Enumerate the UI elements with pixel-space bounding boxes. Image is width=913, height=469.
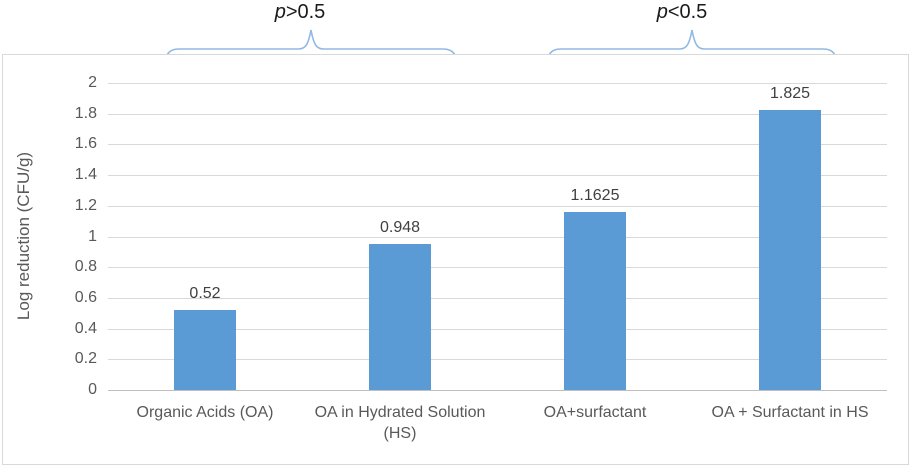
category-label: OA in Hydrated Solution (HS) <box>314 404 486 442</box>
y-tick-label: 0.6 <box>74 289 97 306</box>
p-italic: p <box>274 1 286 23</box>
y-tick-label: 1.4 <box>74 166 97 183</box>
bar-2 <box>369 244 431 390</box>
gridline <box>108 329 887 330</box>
bar-3 <box>564 212 626 390</box>
y-tick-label: 1.2 <box>74 197 97 214</box>
y-tick-label: 0.8 <box>74 258 97 275</box>
p-value-annotation-left: p>0.5 <box>274 1 326 23</box>
p-italic: p <box>656 1 668 23</box>
gridline <box>108 359 887 360</box>
x-axis-line <box>108 390 887 391</box>
y-tick-label: 0 <box>88 381 97 398</box>
gridline <box>108 298 887 299</box>
category-label: OA+surfactant <box>543 404 647 421</box>
gridline <box>108 144 887 145</box>
gridline <box>108 206 887 207</box>
significance-bracket-left <box>164 29 458 69</box>
bar-value-label: 1.1625 <box>570 187 620 204</box>
chart-frame <box>2 54 909 465</box>
bracket-path <box>546 29 838 69</box>
gridline <box>108 175 887 176</box>
bar-value-label: 1.825 <box>769 85 811 102</box>
y-tick-label: 0.4 <box>74 320 97 337</box>
gridline <box>108 237 887 238</box>
bar-value-label: 0.52 <box>189 285 221 302</box>
y-tick-label: 1.8 <box>74 105 97 122</box>
gridline <box>108 83 887 84</box>
gridline <box>108 114 887 115</box>
y-axis-title: Log reduction (CFU/g) <box>14 151 33 321</box>
p-value-annotation-right: p<0.5 <box>656 1 708 23</box>
y-tick-label: 1 <box>88 228 97 245</box>
gridline <box>108 267 887 268</box>
y-tick-label: 2 <box>88 74 97 91</box>
bar-1 <box>174 310 236 390</box>
y-tick-label: 0.2 <box>74 350 97 367</box>
bar-4 <box>759 110 821 390</box>
bracket-path <box>164 29 458 69</box>
bar-value-label: 0.948 <box>379 219 421 236</box>
category-label: Organic Acids (OA) <box>136 404 274 421</box>
y-tick-label: 1.6 <box>74 135 97 152</box>
category-label: OA + Surfactant in HS <box>711 404 869 421</box>
significance-bracket-right <box>546 29 838 69</box>
